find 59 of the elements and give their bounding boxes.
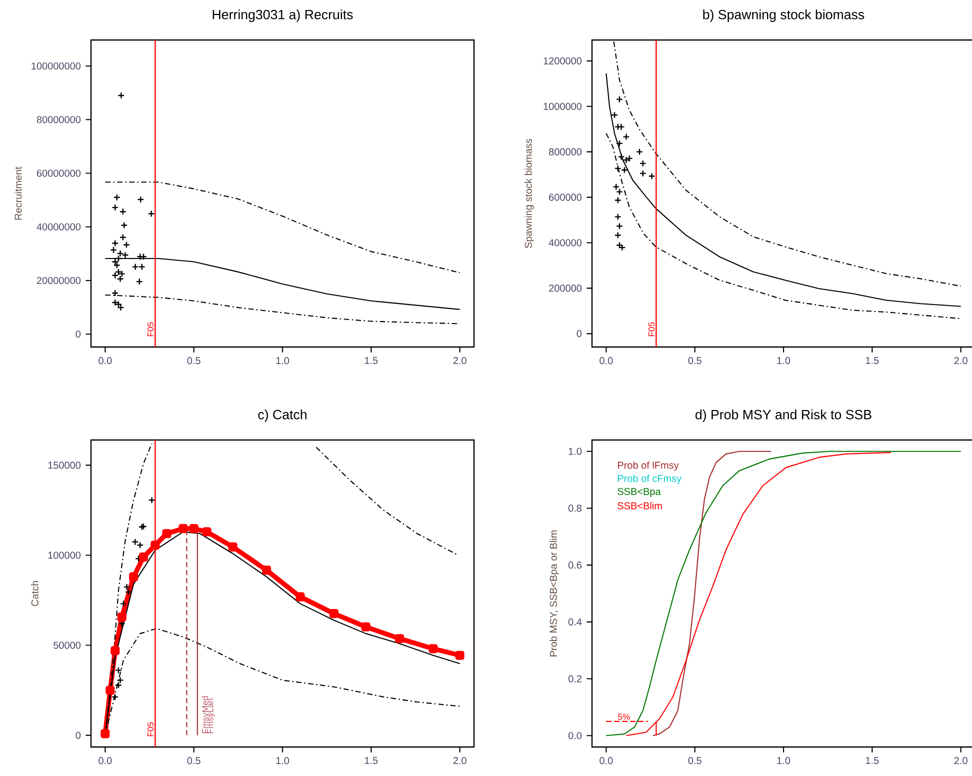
y-tick-label: 150000 xyxy=(48,462,81,469)
ref-line-label: F05 xyxy=(147,322,154,336)
y-tick-label: 20000000 xyxy=(36,276,81,284)
x-tick-label: 2.0 xyxy=(954,757,968,764)
x-tick-label: 1.5 xyxy=(866,757,879,764)
legend-label: Prob of cFmsy xyxy=(618,474,682,484)
y-tick-label: 0.2 xyxy=(568,675,582,682)
chart-title: Herring3031 a) Recruits xyxy=(212,10,353,22)
x-tick-label: 1.0 xyxy=(276,757,290,764)
y-tick-label: 400000 xyxy=(548,239,582,246)
x-tick-label: 1.5 xyxy=(364,357,378,364)
text: SSB<Blim xyxy=(618,502,662,510)
y-tick-label: 800000 xyxy=(549,148,582,156)
y-tick-label: 100000000 xyxy=(32,62,81,70)
x-tick-label: 0.0 xyxy=(98,357,112,364)
y-tick-label: 80000000 xyxy=(36,116,81,124)
y-tick-label: 0.0 xyxy=(568,732,582,740)
x-tick-label: 1.0 xyxy=(777,357,790,364)
y-tick-label: 60000000 xyxy=(36,170,81,177)
ref-line-label: F05 xyxy=(648,322,655,336)
x-tick-label: 0.5 xyxy=(688,357,702,364)
x-tick-label: 0.5 xyxy=(187,357,200,364)
x-tick-label: 0.0 xyxy=(600,357,613,364)
x-tick-label: 0.5 xyxy=(688,757,702,764)
y-tick-label: 0.6 xyxy=(568,562,582,569)
y-axis-title: Catch xyxy=(31,581,38,606)
x-tick-label: 1.5 xyxy=(866,357,879,364)
x-tick-label: 0.5 xyxy=(187,757,200,764)
x-tick-label: 1.5 xyxy=(364,757,378,764)
text: SSB<Bpa xyxy=(618,488,661,498)
y-tick-label: 0 xyxy=(76,330,81,338)
x-tick-label: 0.0 xyxy=(98,757,112,764)
x-tick-label: 1.0 xyxy=(276,357,290,364)
chart-title: c) Catch xyxy=(258,410,306,422)
y-tick-label: 0 xyxy=(576,330,582,338)
annotation: 5% xyxy=(618,714,630,720)
y-tick-label: 200000 xyxy=(549,284,582,292)
y-tick-label: 1200000 xyxy=(544,57,582,64)
y-tick-label: 100000 xyxy=(48,552,81,559)
text: Prob of lFmsy xyxy=(618,461,679,471)
y-axis-title: Prob MSY, SSB<Bpa or Blim xyxy=(550,530,559,656)
x-tick-label: 2.0 xyxy=(954,357,968,364)
chart-title: d) Prob MSY and Risk to SSB xyxy=(696,410,872,422)
y-axis-title: Spawning stock biomass xyxy=(524,138,534,248)
y-tick-label: 0.4 xyxy=(568,618,582,626)
y-tick-label: 1.0 xyxy=(568,448,582,455)
ref-line-label: F05 xyxy=(147,722,154,736)
x-tick-label: 1.0 xyxy=(777,757,790,764)
y-tick-label: 1000000 xyxy=(544,102,582,110)
y-tick-label: 600000 xyxy=(549,194,582,201)
x-tick-label: 2.0 xyxy=(453,757,466,764)
y-tick-label: 40000000 xyxy=(36,223,81,230)
x-tick-label: 0.0 xyxy=(600,757,613,764)
chart-title: b) Spawning stock biomass xyxy=(703,10,864,22)
y-axis-title: Recruitment xyxy=(14,166,22,220)
y-tick-label: 50000 xyxy=(54,642,81,649)
y-tick-label: 0 xyxy=(76,732,81,739)
y-tick-label: 0.8 xyxy=(568,504,582,512)
x-tick-label: 2.0 xyxy=(453,357,466,364)
